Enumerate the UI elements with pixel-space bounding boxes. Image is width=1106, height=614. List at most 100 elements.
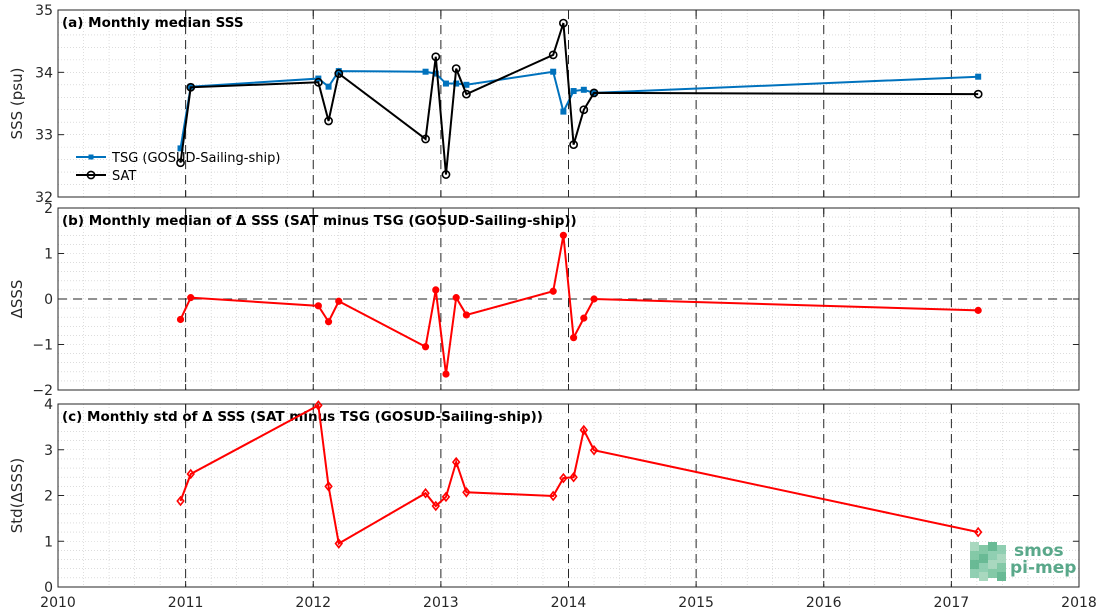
- data-point: [974, 306, 982, 314]
- data-point: [186, 468, 195, 480]
- data-point: [176, 495, 185, 507]
- data-point: [548, 50, 558, 60]
- y-tick-label: 1: [44, 247, 53, 263]
- data-point: [579, 105, 589, 115]
- legend-marker: [86, 170, 96, 180]
- y-tick-label: 35: [35, 3, 53, 19]
- data-point: [559, 231, 567, 239]
- logo-block: [988, 542, 997, 551]
- data-point: [569, 471, 578, 483]
- panel-3: 0 1 2 3 4 2010 2011 2012 2013 2014 2015 2016 2017 201…: [8, 397, 1097, 611]
- panel-2: −2 −1 0 1 2 ΔSSS (b) Monthly median of Δ SSS (…: [8, 201, 1080, 399]
- data-point: [589, 444, 599, 456]
- data-point: [314, 302, 322, 310]
- logo-block: [988, 560, 997, 569]
- data-point: [549, 287, 557, 295]
- data-point: [325, 83, 332, 90]
- logo-block: [970, 551, 979, 560]
- y-tick-label: 0: [44, 580, 53, 596]
- y-tick-label: 32: [35, 190, 53, 206]
- x-tick-label: 2012: [295, 595, 331, 611]
- x-tick-label: 2013: [423, 595, 459, 611]
- panel-title: (c) Monthly std of Δ SSS (SAT minus TSG …: [62, 409, 543, 425]
- data-point: [324, 318, 333, 326]
- series-line: [179, 403, 979, 546]
- x-tick-label: 2018: [1061, 595, 1097, 611]
- logo-block: [970, 560, 979, 569]
- data-point: [558, 18, 568, 28]
- data-point: [324, 116, 333, 126]
- data-point: [313, 77, 323, 87]
- data-point: [569, 140, 579, 150]
- data-point: [442, 80, 449, 87]
- data-point: [461, 89, 471, 99]
- x-tick-label: 2010: [40, 595, 76, 611]
- logo-block: [988, 551, 997, 560]
- logo-line-1: smos: [1014, 541, 1064, 561]
- legend: TSG (GOSUD-Sailing-ship) SAT: [76, 151, 280, 184]
- data-point: [550, 68, 557, 75]
- logo-block: [970, 542, 979, 551]
- data-point: [432, 286, 440, 294]
- data-point: [441, 491, 451, 503]
- x-tick-label: 2016: [806, 595, 842, 611]
- logo-block: [979, 572, 988, 581]
- x-tick-label: 2011: [168, 595, 204, 611]
- data-point: [580, 314, 588, 322]
- y-tick-label: −2: [32, 383, 53, 399]
- y-tick-label: 1: [44, 534, 53, 550]
- data-point: [452, 294, 460, 302]
- logo-block: [979, 545, 988, 554]
- y-tick-label: 33: [35, 128, 53, 144]
- panel-title: (a) Monthly median SSS: [62, 15, 244, 31]
- data-point: [451, 456, 461, 468]
- data-point: [462, 487, 471, 498]
- series-line: [179, 235, 979, 375]
- series-line: [179, 70, 979, 149]
- y-tick-label: −1: [32, 338, 53, 354]
- x-tick-label: 2014: [551, 595, 587, 611]
- logo-block: [997, 545, 1006, 554]
- data-point: [187, 294, 195, 302]
- y-tick-label: 2: [44, 489, 53, 505]
- logo-block: [988, 569, 997, 578]
- logo-block: [997, 572, 1006, 581]
- data-point: [431, 52, 441, 62]
- data-point: [441, 170, 451, 179]
- logo-block: [970, 569, 979, 578]
- data-point: [176, 158, 185, 168]
- legend-label: SAT: [112, 169, 136, 184]
- data-point: [335, 297, 343, 305]
- data-point: [548, 490, 558, 502]
- data-point: [973, 89, 983, 99]
- data-point: [589, 88, 599, 98]
- data-point: [463, 81, 470, 88]
- data-point: [559, 472, 568, 484]
- data-point: [975, 73, 982, 80]
- y-axis-label: SSS (psu): [8, 68, 26, 140]
- data-point: [579, 424, 589, 436]
- x-tick-label: 2017: [934, 595, 970, 611]
- y-tick-label: 3: [44, 443, 53, 459]
- data-point: [580, 86, 587, 93]
- data-point: [453, 80, 460, 87]
- y-tick-label: 4: [44, 397, 53, 413]
- y-axis-label: ΔSSS: [8, 280, 26, 319]
- data-point: [570, 334, 578, 342]
- y-tick-label: 34: [35, 65, 53, 81]
- data-point: [451, 64, 461, 73]
- data-point: [442, 370, 450, 378]
- data-point: [973, 526, 983, 538]
- logo-block: [979, 563, 988, 572]
- data-point: [570, 88, 577, 95]
- data-point: [334, 69, 344, 78]
- y-axis-label: Std(ΔSSS): [8, 458, 26, 533]
- logo-block: [997, 554, 1006, 563]
- data-point: [186, 82, 196, 92]
- data-point: [314, 400, 323, 411]
- data-point: [324, 481, 333, 492]
- data-point: [421, 343, 430, 351]
- series-line: [179, 22, 979, 175]
